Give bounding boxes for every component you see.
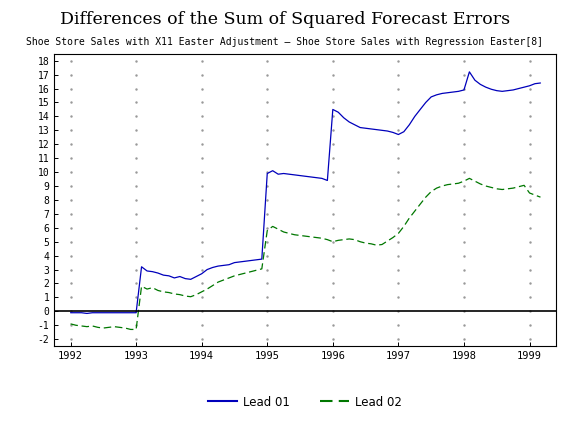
Text: Shoe Store Sales with X11 Easter Adjustment — Shoe Store Sales with Regression E: Shoe Store Sales with X11 Easter Adjustm… bbox=[26, 37, 544, 46]
Text: Differences of the Sum of Squared Forecast Errors: Differences of the Sum of Squared Foreca… bbox=[60, 11, 510, 28]
Legend: Lead 01, Lead 02: Lead 01, Lead 02 bbox=[203, 391, 407, 413]
